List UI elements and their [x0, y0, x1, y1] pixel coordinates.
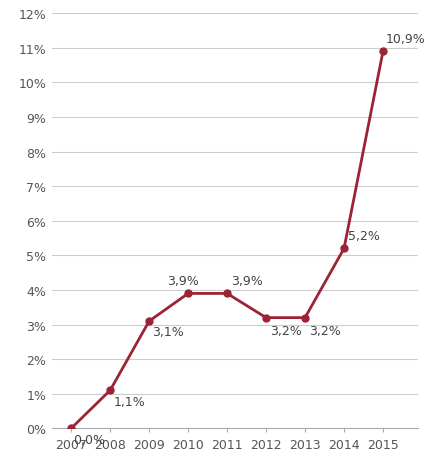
Text: 3,9%: 3,9%	[166, 275, 198, 288]
Text: 3,2%: 3,2%	[308, 324, 340, 337]
Text: 5,2%: 5,2%	[347, 230, 379, 243]
Text: 3,1%: 3,1%	[152, 326, 184, 339]
Text: 0,0%: 0,0%	[73, 433, 105, 446]
Text: 3,9%: 3,9%	[230, 275, 262, 288]
Text: 10,9%: 10,9%	[385, 33, 425, 46]
Text: 1,1%: 1,1%	[114, 395, 145, 407]
Text: 3,2%: 3,2%	[269, 324, 301, 337]
